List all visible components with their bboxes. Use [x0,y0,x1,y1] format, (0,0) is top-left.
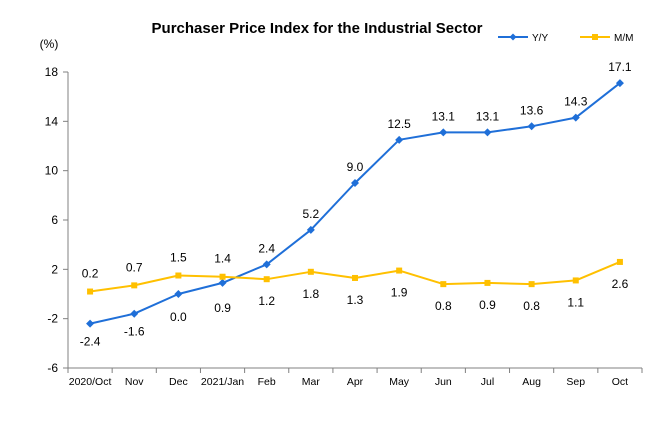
data-label-yy: 13.1 [432,109,456,123]
x-tick-label: Apr [347,376,364,388]
y-axis-unit-label: (%) [40,37,59,51]
data-point-mm [87,288,94,295]
series-group [86,79,624,328]
y-tick-label: 6 [51,213,58,227]
x-tick-label: 2021/Jan [201,376,244,388]
series-line-yy [89,82,621,325]
data-label-yy: -2.4 [80,335,101,349]
data-point-mm [175,272,182,279]
data-point-mm [307,268,314,275]
data-label-mm: 1.8 [303,287,320,301]
data-point-yy [527,122,536,131]
data-label-mm: 0.9 [479,298,496,312]
data-point-mm [263,276,270,283]
data-label-mm: 0.7 [126,260,143,274]
data-label-mm: 1.1 [567,295,584,309]
data-label-yy: 17.1 [608,60,632,74]
data-point-mm [572,277,579,284]
legend-marker-mm [592,34,598,40]
data-point-yy [86,319,95,328]
x-tick-label: Feb [258,376,276,388]
y-tick-label: -6 [47,361,58,375]
x-tick-label: Aug [522,376,541,388]
y-tick-label: -2 [47,312,58,326]
data-label-yy: 5.2 [303,207,320,221]
data-point-yy [218,278,227,287]
data-label-mm: 1.3 [347,293,364,307]
data-point-yy [351,179,359,187]
data-point-yy [262,260,271,269]
x-tick-label: Mar [302,376,321,388]
data-label-yy: 13.6 [520,103,544,117]
data-label-mm: 1.5 [170,251,187,265]
data-point-yy [395,135,404,144]
data-point-yy [130,309,139,318]
y-tick-label: 14 [45,114,59,128]
x-tick-label: Dec [169,376,188,388]
data-label-mm: 0.8 [523,299,540,313]
legend-label-mm: M/M [614,33,633,44]
data-label-yy: 9.0 [347,160,364,174]
x-tick-label: Jul [481,376,494,388]
data-label-yy: 13.1 [476,109,500,123]
data-point-yy [439,128,448,137]
data-point-mm [440,281,447,288]
data-point-yy [306,225,315,234]
y-tick-label: 2 [51,262,58,276]
data-label-yy: 0.9 [214,301,231,315]
data-label-mm: 0.8 [435,299,452,313]
data-label-yy: -1.6 [124,325,145,339]
data-label-yy: 14.3 [564,95,588,109]
data-label-mm: 1.9 [391,286,408,300]
legend-label-yy: Y/Y [532,33,548,44]
y-tick-label: 10 [45,164,59,178]
data-label-yy: 12.5 [387,117,411,131]
data-label-yy: 2.4 [258,241,275,255]
data-point-mm [528,281,535,288]
chart-title: Purchaser Price Index for the Industrial… [152,20,483,37]
data-point-yy [571,113,580,122]
data-label-mm: 1.4 [214,252,231,266]
x-tick-label: Jun [435,376,452,388]
x-tick-label: 2020/Oct [69,376,112,388]
axes: -6 -2 2 6 10 14 18 2020/Oct Nov Dec 2021/Jan Feb Mar… [45,65,643,388]
y-tick-label: 18 [45,65,59,79]
data-point-mm [484,279,491,286]
data-label-mm: 1.2 [258,294,275,308]
data-point-mm [219,273,226,280]
data-label-yy: 0.0 [170,310,187,324]
data-point-mm [396,267,403,274]
data-point-yy [483,128,492,137]
x-tick-label: Oct [612,376,628,388]
x-tick-label: Sep [566,376,585,388]
legend: Y/Y M/M [498,33,633,44]
data-point-yy [174,290,183,298]
data-point-mm [616,258,623,265]
data-point-mm [131,282,138,289]
data-labels: -2.4 -1.6 0.0 0.9 2.4 5.2 9.0 12.5 13.1 13.1 13.6 1… [80,60,632,349]
x-tick-label: May [389,376,410,388]
x-tick-label: Nov [125,376,144,388]
data-point-yy [615,79,624,88]
data-label-mm: 0.2 [82,267,99,281]
data-label-mm: 2.6 [612,277,629,291]
legend-marker-yy [509,33,517,41]
data-point-mm [352,274,358,281]
